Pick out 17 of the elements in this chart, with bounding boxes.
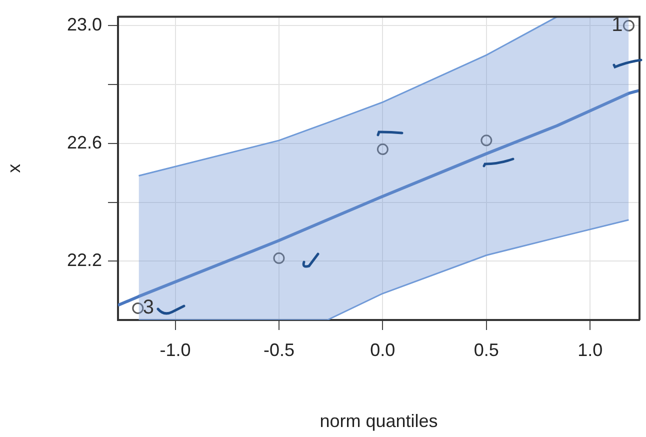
y-axis-title: x [4, 164, 24, 173]
y-tick-label: 22.2 [66, 250, 102, 270]
x-tick-label: 0.5 [474, 340, 499, 360]
x-tick-label: 1.0 [578, 340, 603, 360]
annotation: 1 [612, 14, 623, 36]
point [132, 302, 144, 314]
point [480, 134, 492, 146]
point [376, 144, 388, 156]
y-tick-label: 23.0 [66, 14, 102, 35]
y-tick-label: 22.6 [66, 132, 102, 152]
point [622, 20, 634, 32]
x-axis-title: norm quantiles [320, 411, 438, 432]
x-tick-label: -1.0 [160, 340, 191, 360]
annotation: 3 [142, 296, 154, 319]
x-tick-label: 0.0 [370, 340, 396, 360]
x-tick-label: -0.5 [263, 340, 294, 360]
point [273, 252, 285, 264]
